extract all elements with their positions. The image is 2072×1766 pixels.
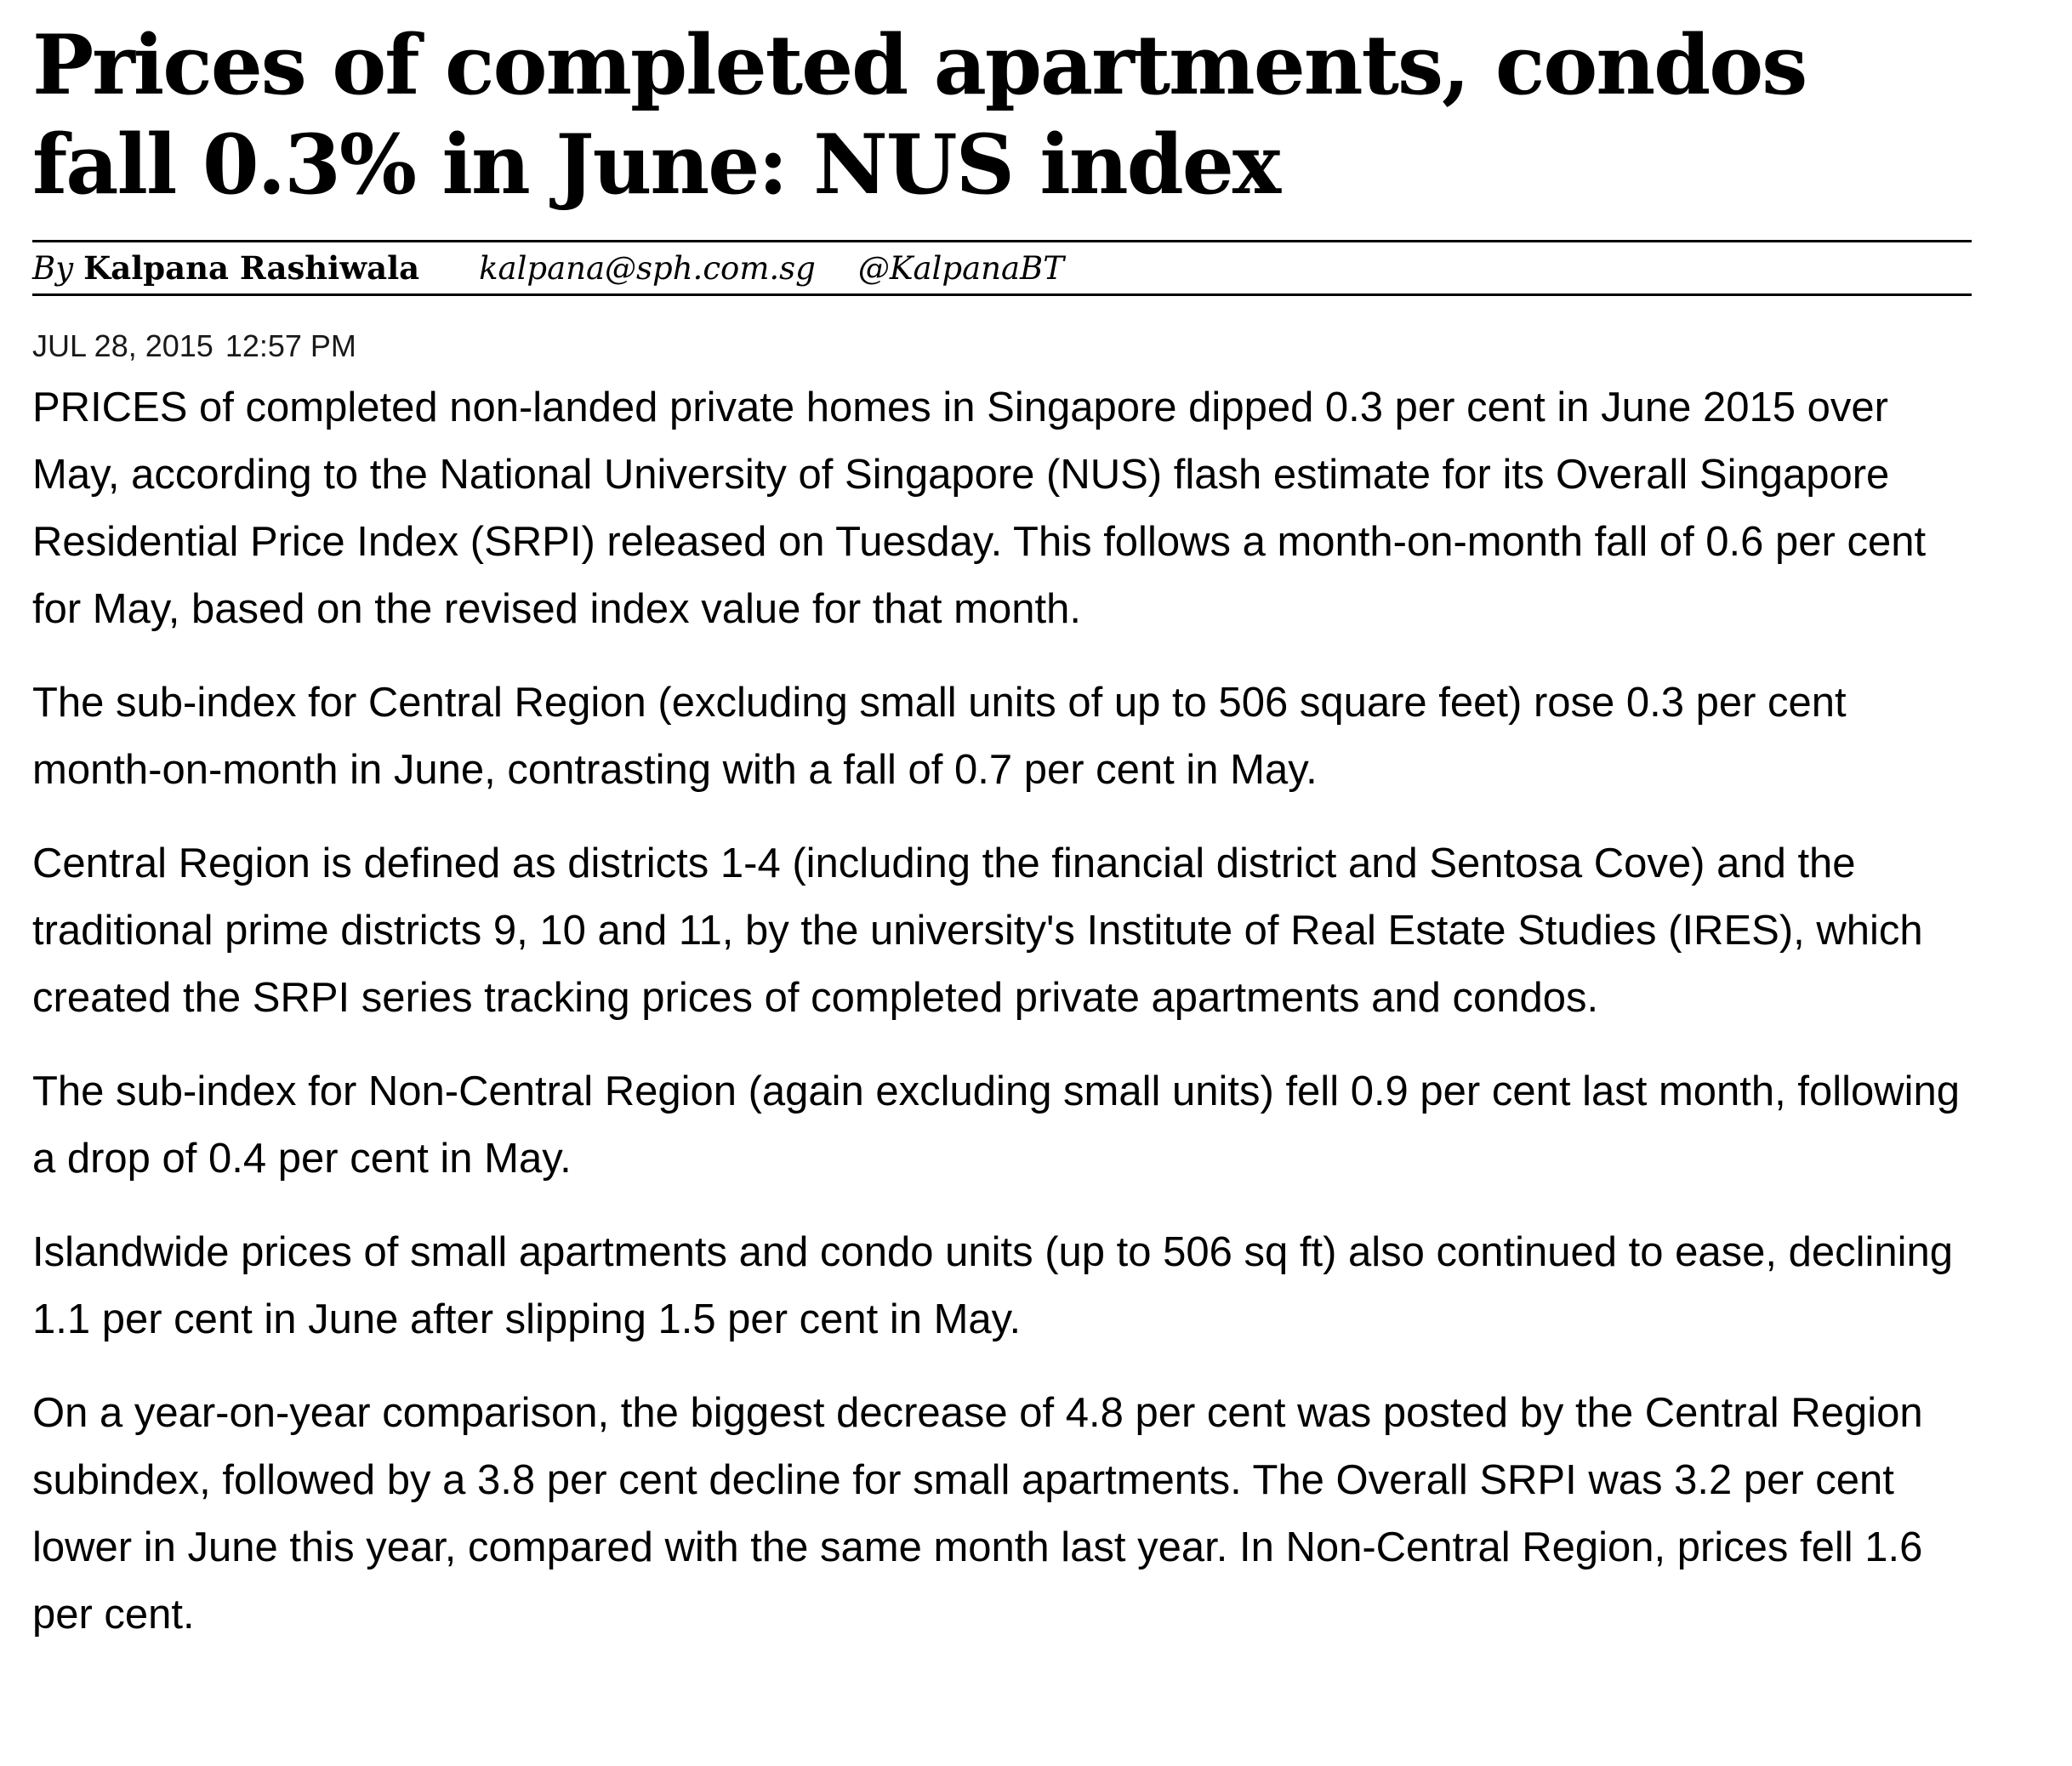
article: Prices of completed apartments, condos f… — [32, 15, 1972, 1675]
author-name[interactable]: Kalpana Rashiwala — [83, 249, 420, 287]
body-paragraph: The sub-index for Non-Central Region (ag… — [32, 1068, 1961, 1182]
body-paragraph: Central Region is defined as districts 1… — [32, 840, 1923, 1021]
author-twitter-link[interactable]: @KalpanaBT — [857, 249, 1064, 287]
publish-date: JUL 28, 2015 — [32, 328, 213, 363]
headline: Prices of completed apartments, condos f… — [32, 17, 1807, 213]
body-paragraph: Islandwide prices of small apartments an… — [32, 1229, 1954, 1342]
article-body: PRICES of completed non-landed private h… — [32, 374, 1972, 1649]
byline-prefix: By — [32, 249, 74, 287]
dateline: JUL 28, 2015 12:57 PM — [32, 328, 1972, 364]
body-paragraph: The sub-index for Central Region (exclud… — [32, 680, 1847, 793]
author-email-link[interactable]: kalpana@sph.com.sg — [479, 249, 816, 287]
byline: By Kalpana Rashiwala kalpana@sph.com.sg … — [32, 240, 1972, 296]
publish-time: 12:57 PM — [225, 328, 356, 363]
body-paragraph: On a year-on-year comparison, the bigges… — [32, 1390, 1923, 1638]
body-paragraph: PRICES of completed non-landed private h… — [32, 385, 1927, 632]
